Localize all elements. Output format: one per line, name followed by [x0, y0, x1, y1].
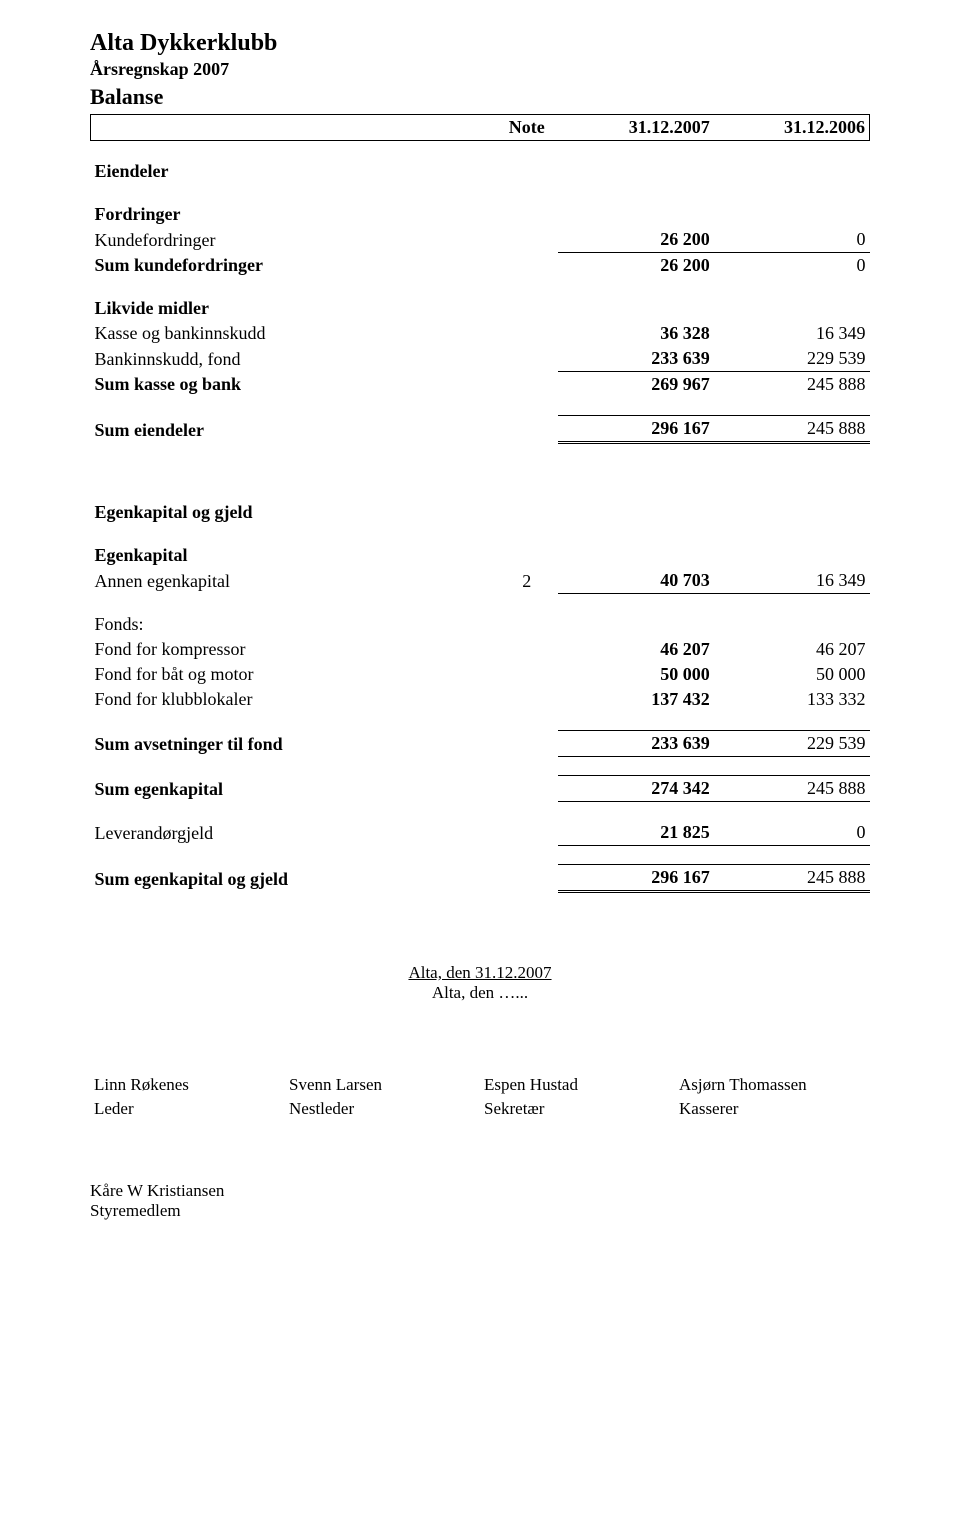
signature-date-block: Alta, den 31.12.2007 Alta, den …... — [90, 963, 870, 1003]
egenkapital-heading-row: Egenkapital — [91, 543, 870, 568]
signature-grid: Linn Røkenes Svenn Larsen Espen Hustad A… — [90, 1073, 870, 1121]
kasse-bank-row: Kasse og bankinnskudd 36 328 16 349 — [91, 321, 870, 346]
title-block: Alta Dykkerklubb Årsregnskap 2007 Balans… — [90, 30, 870, 110]
annen-egenkapital-row: Annen egenkapital 2 40 703 16 349 — [91, 568, 870, 594]
sum-kundefordringer-y1: 26 200 — [558, 253, 714, 279]
sum-kundefordringer-label: Sum kundefordringer — [91, 253, 496, 279]
annen-egenkapital-y2: 16 349 — [714, 568, 870, 594]
eg-og-gjeld-heading-row: Egenkapital og gjeld — [91, 500, 870, 525]
sum-kasse-bank-y2: 245 888 — [714, 372, 870, 398]
kasse-bank-y2: 16 349 — [714, 321, 870, 346]
leverandorgjeld-row: Leverandørgjeld 21 825 0 — [91, 820, 870, 846]
fond-klubb-label: Fond for klubblokaler — [91, 687, 496, 712]
fonds-heading: Fonds: — [91, 612, 496, 637]
kundefordringer-y2: 0 — [714, 227, 870, 253]
sum-avsetninger-row: Sum avsetninger til fond 233 639 229 539 — [91, 731, 870, 757]
sum-kasse-bank-row: Sum kasse og bank 269 967 245 888 — [91, 372, 870, 398]
kundefordringer-y1: 26 200 — [558, 227, 714, 253]
sig-name-3: Asjørn Thomassen — [675, 1073, 870, 1097]
fordringer-heading: Fordringer — [91, 202, 496, 227]
section-heading: Balanse — [90, 84, 870, 110]
sum-eg-gjeld-row: Sum egenkapital og gjeld 296 167 245 888 — [91, 865, 870, 892]
table-header-row: Note 31.12.2007 31.12.2006 — [91, 115, 870, 141]
sig-role-3: Kasserer — [675, 1097, 870, 1121]
sum-eiendeler-label: Sum eiendeler — [91, 416, 496, 443]
extra-sig-name: Kåre W Kristiansen — [90, 1181, 870, 1201]
eiendeler-heading-row: Eiendeler — [91, 159, 870, 184]
fond-kompressor-y2: 46 207 — [714, 637, 870, 662]
kasse-bank-label: Kasse og bankinnskudd — [91, 321, 496, 346]
sum-kasse-bank-label: Sum kasse og bank — [91, 372, 496, 398]
year2-header: 31.12.2006 — [714, 115, 870, 141]
fond-kompressor-y1: 46 207 — [558, 637, 714, 662]
sum-eg-gjeld-y1: 296 167 — [558, 865, 714, 892]
sig-role-0: Leder — [90, 1097, 285, 1121]
leverandorgjeld-y2: 0 — [714, 820, 870, 846]
sum-avsetninger-label: Sum avsetninger til fond — [91, 731, 496, 757]
fonds-heading-row: Fonds: — [91, 612, 870, 637]
year1-header: 31.12.2007 — [558, 115, 714, 141]
sum-eg-gjeld-label: Sum egenkapital og gjeld — [91, 865, 496, 892]
org-name: Alta Dykkerklubb — [90, 30, 870, 57]
sum-kasse-bank-y1: 269 967 — [558, 372, 714, 398]
fond-kompressor-label: Fond for kompressor — [91, 637, 496, 662]
sum-egenkapital-row: Sum egenkapital 274 342 245 888 — [91, 776, 870, 802]
sig-name-2: Espen Hustad — [480, 1073, 675, 1097]
sum-kundefordringer-y2: 0 — [714, 253, 870, 279]
leverandorgjeld-y1: 21 825 — [558, 820, 714, 846]
fond-klubb-y1: 137 432 — [558, 687, 714, 712]
bankinnskudd-fond-row: Bankinnskudd, fond 233 639 229 539 — [91, 346, 870, 372]
balance-table: Note 31.12.2007 31.12.2006 Eiendeler For… — [90, 114, 870, 893]
fond-klubb-y2: 133 332 — [714, 687, 870, 712]
kundefordringer-label: Kundefordringer — [91, 227, 496, 253]
annen-egenkapital-y1: 40 703 — [558, 568, 714, 594]
sum-kundefordringer-row: Sum kundefordringer 26 200 0 — [91, 253, 870, 279]
sig-role-2: Sekretær — [480, 1097, 675, 1121]
sum-eiendeler-y1: 296 167 — [558, 416, 714, 443]
fond-bat-label: Fond for båt og motor — [91, 662, 496, 687]
sum-eiendeler-y2: 245 888 — [714, 416, 870, 443]
fond-kompressor-row: Fond for kompressor 46 207 46 207 — [91, 637, 870, 662]
fond-klubb-row: Fond for klubblokaler 137 432 133 332 — [91, 687, 870, 712]
sum-eg-gjeld-y2: 245 888 — [714, 865, 870, 892]
sig-role-1: Nestleder — [285, 1097, 480, 1121]
extra-sig-role: Styremedlem — [90, 1201, 870, 1221]
extra-signature: Kåre W Kristiansen Styremedlem — [90, 1181, 870, 1221]
bankinnskudd-fond-y1: 233 639 — [558, 346, 714, 372]
sig-name-0: Linn Røkenes — [90, 1073, 285, 1097]
bankinnskudd-fond-y2: 229 539 — [714, 346, 870, 372]
signature-date-line1: Alta, den 31.12.2007 — [408, 963, 551, 982]
annen-egenkapital-note: 2 — [496, 568, 558, 594]
sum-egenkapital-y1: 274 342 — [558, 776, 714, 802]
sum-eiendeler-row: Sum eiendeler 296 167 245 888 — [91, 416, 870, 443]
note-header: Note — [496, 115, 558, 141]
sum-egenkapital-label: Sum egenkapital — [91, 776, 496, 802]
fordringer-heading-row: Fordringer — [91, 202, 870, 227]
year-subtitle: Årsregnskap 2007 — [90, 59, 870, 80]
sum-avsetninger-y1: 233 639 — [558, 731, 714, 757]
eiendeler-heading: Eiendeler — [91, 159, 496, 184]
fond-bat-row: Fond for båt og motor 50 000 50 000 — [91, 662, 870, 687]
sum-avsetninger-y2: 229 539 — [714, 731, 870, 757]
kasse-bank-y1: 36 328 — [558, 321, 714, 346]
bankinnskudd-fond-label: Bankinnskudd, fond — [91, 346, 496, 372]
likvide-heading: Likvide midler — [91, 296, 496, 321]
fond-bat-y1: 50 000 — [558, 662, 714, 687]
signature-date-line2: Alta, den …... — [432, 983, 528, 1002]
leverandorgjeld-label: Leverandørgjeld — [91, 820, 496, 846]
sum-egenkapital-y2: 245 888 — [714, 776, 870, 802]
annen-egenkapital-label: Annen egenkapital — [91, 568, 496, 594]
kundefordringer-row: Kundefordringer 26 200 0 — [91, 227, 870, 253]
likvide-heading-row: Likvide midler — [91, 296, 870, 321]
fond-bat-y2: 50 000 — [714, 662, 870, 687]
egenkapital-heading: Egenkapital — [91, 543, 496, 568]
sig-name-1: Svenn Larsen — [285, 1073, 480, 1097]
eg-og-gjeld-heading: Egenkapital og gjeld — [91, 500, 496, 525]
